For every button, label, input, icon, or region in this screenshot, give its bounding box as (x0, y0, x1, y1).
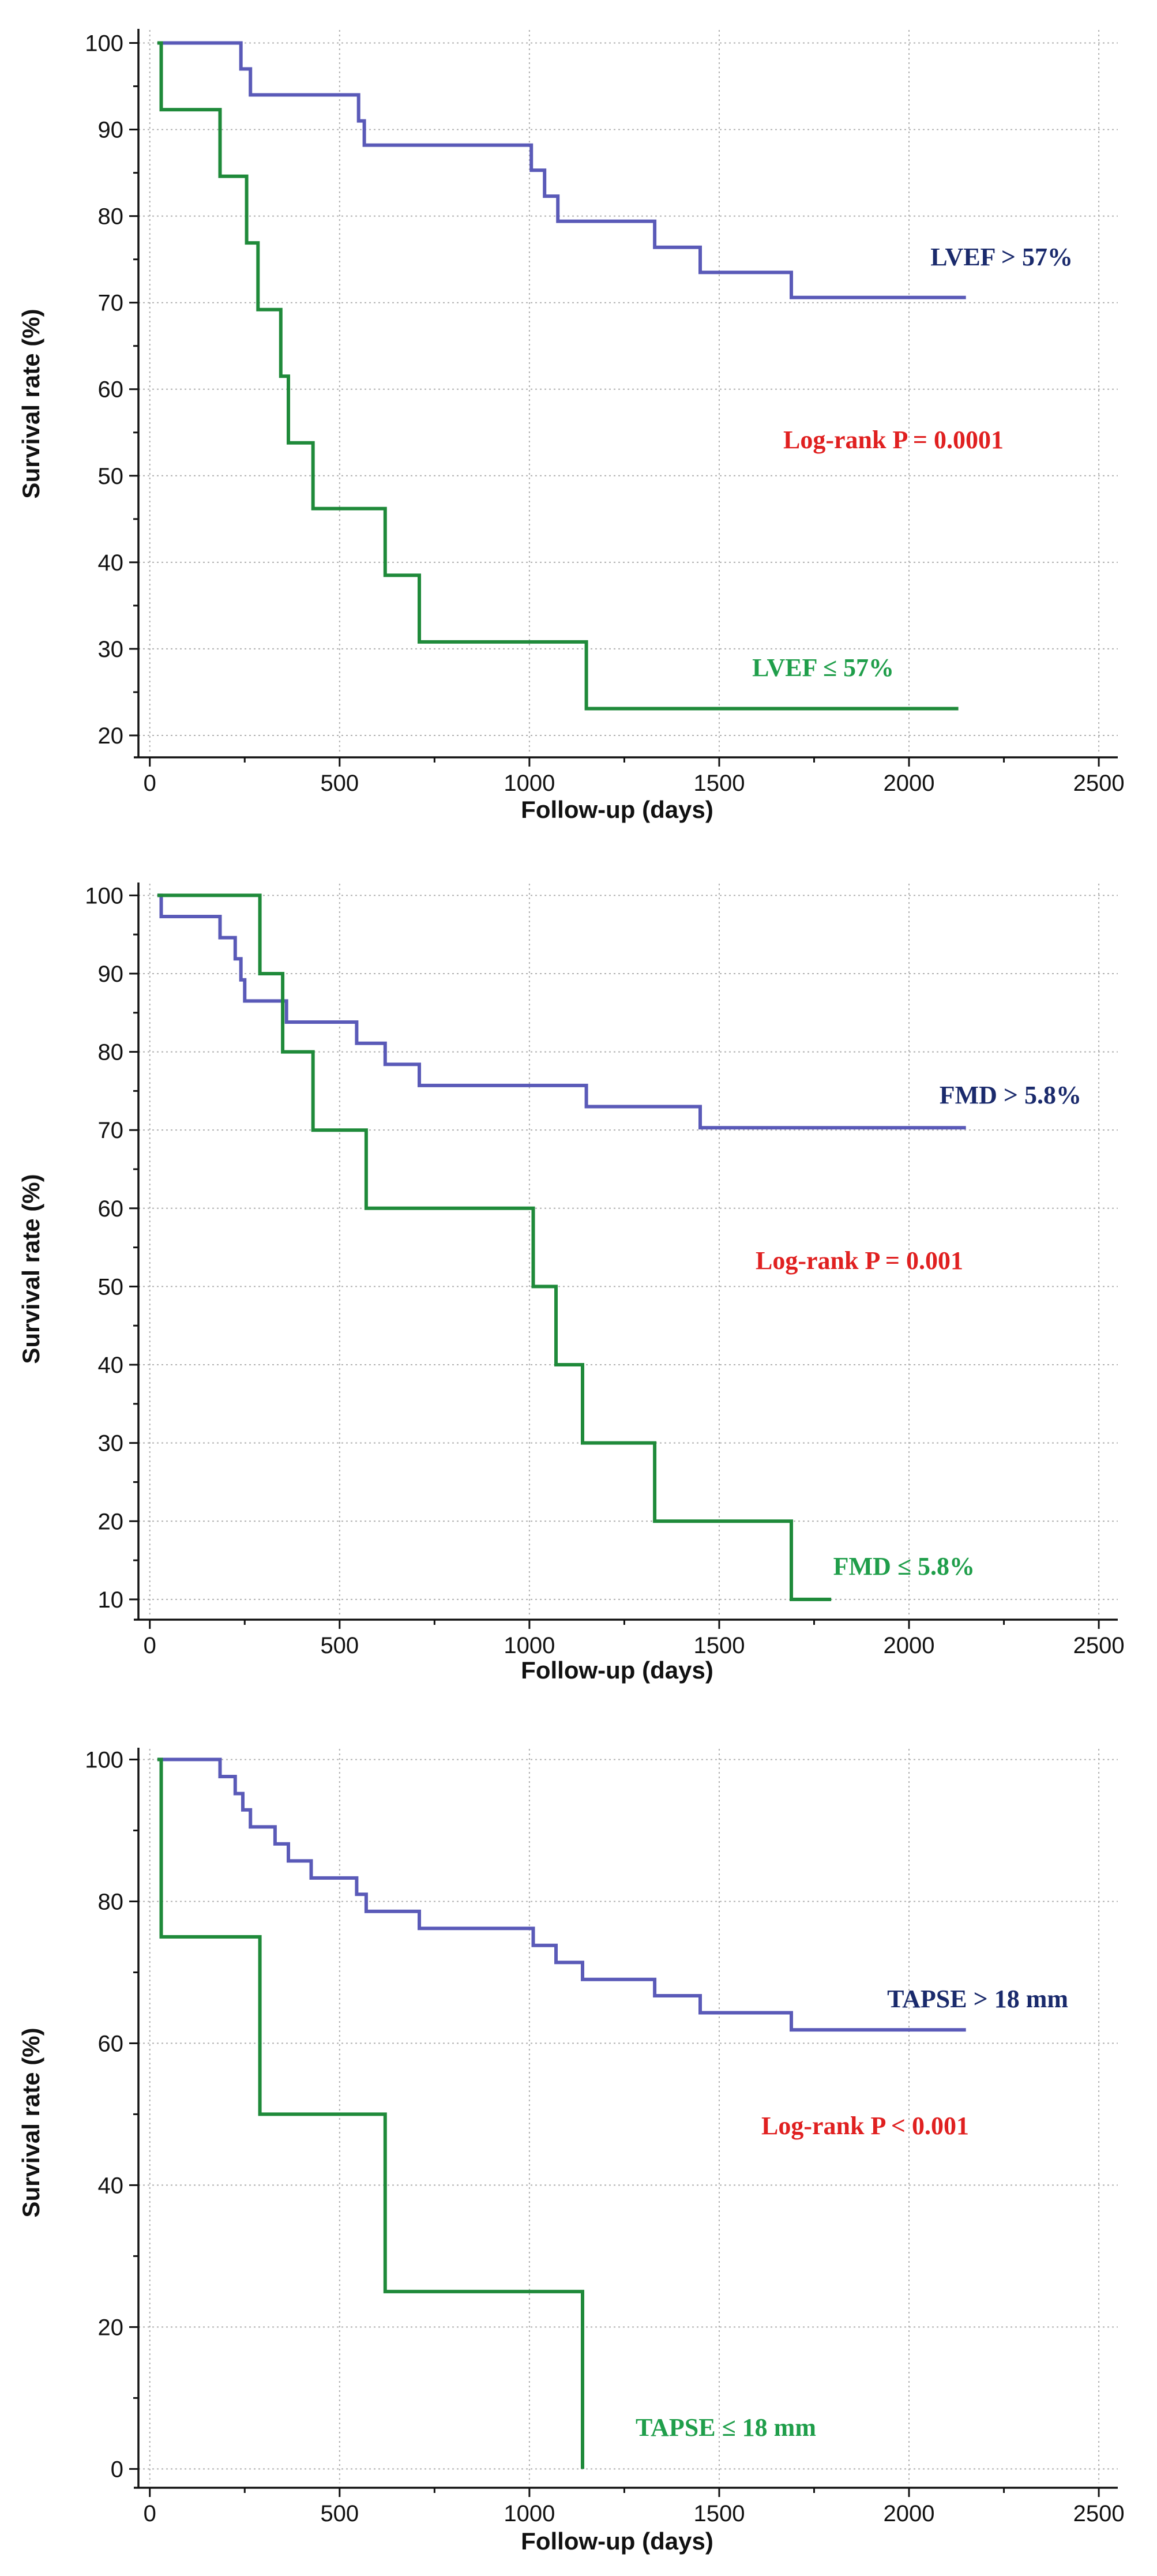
grid-layer (138, 884, 1118, 1615)
series-line-1 (157, 893, 966, 1130)
annotation-logrank-p: Log-rank P = 0.0001 (783, 426, 1004, 454)
y-tick-label-50: 50 (98, 1274, 124, 1300)
y-tick-label-100: 100 (85, 1747, 123, 1773)
y-tick-labels: 0 20 40 60 80 100 (85, 1747, 123, 2482)
x-axis-title: Follow-up (days) (521, 2528, 713, 2555)
x-tick-labels: 0 500 1000 1500 2000 2500 (144, 771, 1125, 796)
annotation-logrank-p: Log-rank P = 0.001 (756, 1246, 963, 1275)
y-tick-label-60: 60 (98, 1196, 124, 1222)
y-tick-label-100: 100 (85, 883, 123, 908)
annotation-series-2-label: LVEF ≤ 57% (752, 654, 894, 682)
annotation-logrank-p: Log-rank P < 0.001 (761, 2112, 969, 2140)
x-tick-label-500: 500 (320, 1633, 359, 1658)
x-tick-label-2000: 2000 (884, 771, 935, 796)
y-tick-label-90: 90 (98, 118, 124, 143)
survival-chart-tapse: 0 500 1000 1500 2000 2500 0 20 40 60 80 100 Follow… (17, 1747, 1125, 2555)
annotation-series-1-label: TAPSE > 18 mm (887, 1985, 1068, 2013)
y-tick-label-60: 60 (98, 2031, 124, 2056)
y-tick-label-0: 0 (111, 2457, 123, 2482)
y-axis-title: Survival rate (%) (17, 309, 44, 498)
y-tick-label-70: 70 (98, 1118, 124, 1143)
x-tick-label-1500: 1500 (693, 771, 745, 796)
x-tick-label-1000: 1000 (504, 771, 555, 796)
x-tick-labels: 0 500 1000 1500 2000 2500 (144, 2501, 1125, 2526)
annotation-series-2-label: FMD ≤ 5.8% (833, 1552, 975, 1580)
series-line-2 (157, 41, 959, 711)
y-tick-label-40: 40 (98, 1353, 124, 1378)
x-tick-label-2500: 2500 (1073, 771, 1125, 796)
y-tick-label-90: 90 (98, 962, 124, 987)
x-tick-labels: 0 500 1000 1500 2000 2500 (144, 1633, 1125, 1658)
survival-chart-lvef: 0 500 1000 1500 2000 2500 20 30 40 50 60 70 80 90 100… (17, 29, 1125, 823)
x-tick-label-0: 0 (144, 771, 156, 796)
y-tick-label-80: 80 (98, 204, 124, 230)
y-axis-title: Survival rate (%) (17, 2027, 44, 2217)
y-axis-title: Survival rate (%) (17, 1174, 44, 1364)
x-tick-label-500: 500 (320, 771, 359, 796)
annotation-series-2-label: TAPSE ≤ 18 mm (636, 2413, 816, 2442)
x-tick-label-2000: 2000 (884, 1633, 935, 1658)
x-tick-label-2500: 2500 (1073, 2501, 1125, 2526)
x-tick-label-1500: 1500 (693, 1633, 745, 1658)
y-tick-label-20: 20 (98, 1509, 124, 1534)
grid-layer (138, 30, 1118, 753)
series-line-1 (157, 41, 966, 299)
y-tick-labels: 20 30 40 50 60 70 80 90 100 (85, 31, 123, 749)
x-tick-label-1000: 1000 (504, 1633, 555, 1658)
y-tick-label-40: 40 (98, 2173, 124, 2198)
series-layer (157, 893, 966, 1601)
axes-layer (129, 883, 1118, 1629)
series-line-2 (157, 1758, 584, 2469)
y-tick-label-50: 50 (98, 464, 124, 489)
survival-chart-fmd: 0 500 1000 1500 2000 2500 1020304050607080901… (17, 883, 1125, 1684)
y-tick-label-40: 40 (98, 550, 124, 576)
y-tick-label-80: 80 (98, 1040, 124, 1065)
grid-layer (138, 1749, 1118, 2483)
y-tick-label-30: 30 (98, 637, 124, 662)
x-tick-label-2000: 2000 (884, 2501, 935, 2526)
y-tick-label-20: 20 (98, 2315, 124, 2340)
series-line-1 (157, 1758, 966, 2032)
x-axis-title: Follow-up (days) (521, 1657, 713, 1684)
y-tick-label-80: 80 (98, 1889, 124, 1914)
series-layer (157, 41, 966, 711)
x-tick-label-0: 0 (144, 2501, 156, 2526)
x-tick-label-1500: 1500 (693, 2501, 745, 2526)
y-tick-label-70: 70 (98, 291, 124, 316)
axes-layer (129, 1748, 1118, 2497)
series-layer (157, 1758, 966, 2469)
x-axis-title: Follow-up (days) (521, 796, 713, 823)
y-tick-label-60: 60 (98, 377, 124, 403)
x-tick-label-2500: 2500 (1073, 1633, 1125, 1658)
y-tick-label-20: 20 (98, 723, 124, 749)
x-tick-label-500: 500 (320, 2501, 359, 2526)
axes-layer (129, 29, 1118, 767)
x-tick-label-0: 0 (144, 1633, 156, 1658)
x-tick-label-1000: 1000 (504, 2501, 555, 2526)
y-tick-label-30: 30 (98, 1431, 124, 1456)
y-tick-label-100: 100 (85, 31, 123, 57)
annotation-series-1-label: LVEF > 57% (930, 243, 1073, 271)
y-tick-labels: 10 20 30 40 50 60 70 80 90 100 (85, 883, 123, 1613)
annotation-series-1-label: FMD > 5.8% (940, 1081, 1081, 1109)
series-line-2 (157, 893, 832, 1601)
y-tick-label-10: 10 (98, 1587, 124, 1613)
